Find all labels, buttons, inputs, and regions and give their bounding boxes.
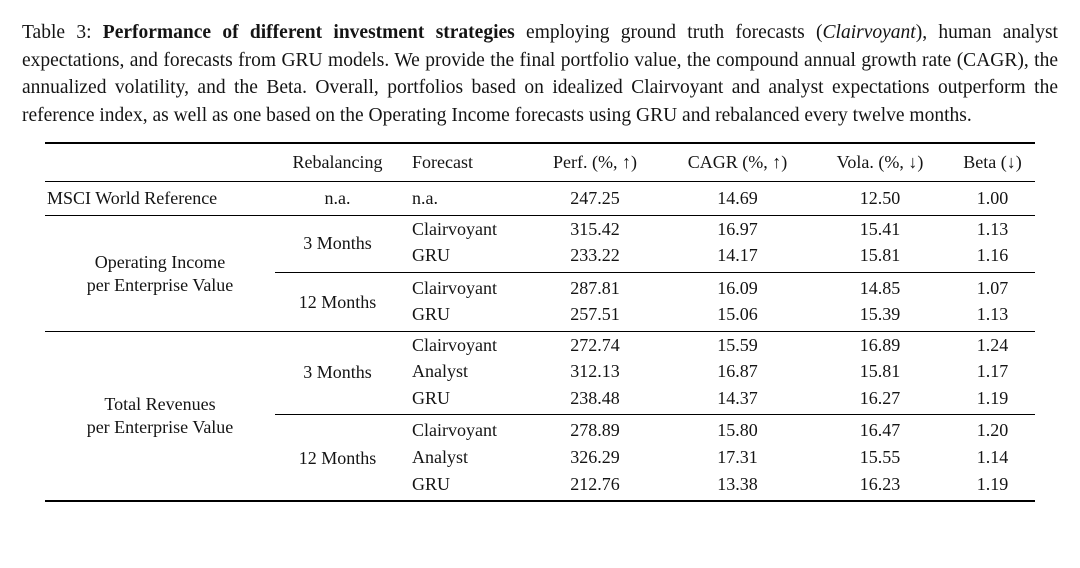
cell-beta: 1.07 [950, 271, 1035, 302]
cell-rebalancing: n.a. [324, 187, 351, 208]
cell-vola: 15.81 [859, 245, 901, 266]
col-header-cagr: CAGR (%, ↑) [687, 152, 788, 172]
cell-forecast: Clairvoyant [412, 334, 497, 355]
table-row: Analyst 312.13 16.87 15.81 1.17 [45, 359, 1035, 386]
cell-rebalancing: 3 Months [303, 233, 372, 254]
cell-forecast: Analyst [412, 446, 468, 467]
cell-beta: 1.00 [976, 187, 1009, 208]
cell-beta: 1.16 [976, 245, 1009, 266]
col-header-forecast: Forecast [412, 152, 473, 172]
cell-vola: 15.41 [859, 218, 901, 239]
cell-beta: 1.13 [976, 304, 1009, 325]
reference-row-group: MSCI World Reference n.a. n.a. 247.25 14… [45, 181, 1035, 216]
table-row: 12 Months Clairvoyant 278.89 15.80 16.47… [45, 414, 1035, 502]
section-operating-income: Operating Income per Enterprise Value 3 … [45, 216, 1035, 332]
cell-rebalancing: 12 Months [275, 271, 400, 332]
cell-perf: 212.76 [570, 473, 620, 494]
caption-text-2: ), human analyst expectations, and forec… [22, 22, 1058, 126]
results-table: Rebalancing Forecast Perf. (%, ↑) CAGR (… [45, 142, 1035, 503]
group-label-line1: Total Revenues [104, 394, 216, 415]
cell-perf: 287.81 [525, 271, 665, 302]
cell-cagr: 13.38 [717, 473, 758, 494]
caption-label: Table 3: [22, 22, 103, 43]
cell-rebalancing: 12 Months [275, 414, 400, 502]
col-header-vola: Vola. (%, ↓) [836, 152, 924, 172]
cell-cagr: 17.31 [717, 446, 758, 467]
cell-perf: 312.13 [570, 361, 620, 382]
cell-cagr: 14.69 [717, 187, 758, 208]
cell-vola: 16.89 [859, 334, 901, 355]
cell-cagr: 16.09 [665, 271, 810, 302]
cell-vola: 14.85 [810, 271, 950, 302]
row-group-label-total-revenues: Total Revenues per Enterprise Value [45, 332, 275, 502]
cell-perf: 257.51 [570, 304, 620, 325]
caption-italic-clairvoyant: Clairvoyant [822, 22, 916, 43]
cell-forecast: Analyst [412, 361, 468, 382]
cell-forecast: GRU [412, 387, 451, 408]
cell-perf: 278.89 [525, 414, 665, 445]
cell-forecast: GRU [412, 473, 451, 494]
table-row: 12 Months Clairvoyant 287.81 16.09 14.85… [45, 271, 1035, 332]
cell-forecast: GRU [412, 304, 451, 325]
cell-perf: 238.48 [570, 387, 620, 408]
cell-beta: 1.17 [976, 361, 1009, 382]
cell-row-label: MSCI World Reference [47, 187, 218, 208]
cell-cagr: 16.97 [717, 218, 758, 239]
cell-cagr: 15.80 [665, 414, 810, 445]
table-caption: Table 3: Performance of different invest… [22, 19, 1058, 129]
group-label-line2: per Enterprise Value [86, 417, 234, 438]
cell-rebalancing: 3 Months [303, 362, 372, 383]
cell-perf: 315.42 [570, 218, 620, 239]
cell-vola: 15.39 [859, 304, 901, 325]
cell-forecast: Clairvoyant [400, 414, 525, 445]
col-header-empty [45, 143, 275, 181]
cell-perf: 247.25 [570, 187, 620, 208]
cell-cagr: 14.37 [717, 387, 758, 408]
cell-perf: 272.74 [570, 334, 620, 355]
table-row: Operating Income per Enterprise Value 3 … [45, 216, 1035, 295]
table-row: GRU 212.76 13.38 16.23 1.19 [45, 471, 1035, 501]
table-header: Rebalancing Forecast Perf. (%, ↑) CAGR (… [45, 143, 1035, 182]
col-header-rebalancing: Rebalancing [292, 152, 383, 172]
group-label-line1: Operating Income [94, 251, 226, 272]
cell-vola: 16.47 [810, 414, 950, 445]
cell-vola: 16.23 [859, 473, 901, 494]
header-row: Rebalancing Forecast Perf. (%, ↑) CAGR (… [45, 143, 1035, 181]
table-row: GRU 257.51 15.06 15.39 1.13 [45, 302, 1035, 332]
group-label-line2: per Enterprise Value [86, 274, 234, 295]
cell-vola: 12.50 [859, 187, 901, 208]
cell-beta: 1.19 [976, 473, 1009, 494]
table-row: Analyst 326.29 17.31 15.55 1.14 [45, 444, 1035, 471]
col-header-perf: Perf. (%, ↑) [553, 152, 637, 172]
caption-text-1: employing ground truth forecasts ( [514, 22, 823, 43]
cell-beta: 1.14 [976, 446, 1009, 467]
cell-perf: 326.29 [570, 446, 620, 467]
col-header-beta: Beta (↓) [963, 152, 1022, 172]
row-group-label-operating-income: Operating Income per Enterprise Value [45, 216, 275, 332]
cell-forecast: GRU [412, 245, 451, 266]
cell-vola: 15.55 [859, 446, 901, 467]
cell-forecast: Clairvoyant [400, 271, 525, 302]
table-row: GRU 238.48 14.37 16.27 1.19 [45, 385, 1035, 415]
cell-beta: 1.19 [976, 387, 1009, 408]
cell-beta: 1.13 [976, 218, 1009, 239]
cell-cagr: 14.17 [717, 245, 758, 266]
cell-vola: 16.27 [859, 387, 901, 408]
cell-beta: 1.20 [950, 414, 1035, 445]
table-row: GRU 233.22 14.17 15.81 1.16 [45, 243, 1035, 273]
cell-vola: 15.81 [859, 361, 901, 382]
caption-title: Performance of different investment stra… [102, 22, 515, 43]
cell-forecast: n.a. [412, 187, 438, 208]
cell-beta: 1.24 [976, 334, 1009, 355]
table-row-msci-reference: MSCI World Reference n.a. n.a. 247.25 14… [45, 181, 1035, 216]
cell-cagr: 15.59 [717, 334, 758, 355]
section-total-revenues: Total Revenues per Enterprise Value 3 Mo… [45, 332, 1035, 502]
cell-forecast: Clairvoyant [412, 218, 497, 239]
table-row: Total Revenues per Enterprise Value 3 Mo… [45, 332, 1035, 438]
cell-perf: 233.22 [570, 245, 620, 266]
cell-cagr: 16.87 [717, 361, 758, 382]
cell-cagr: 15.06 [717, 304, 758, 325]
